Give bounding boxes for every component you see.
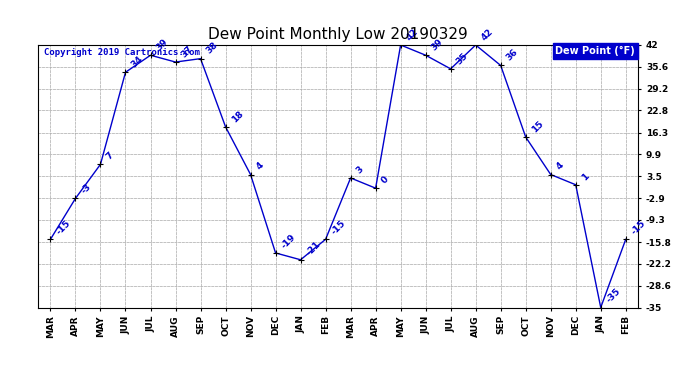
Text: 36: 36 xyxy=(505,48,520,63)
Text: 18: 18 xyxy=(230,109,245,124)
Text: 4: 4 xyxy=(555,161,566,172)
Text: -15: -15 xyxy=(330,219,348,237)
Text: 3: 3 xyxy=(355,164,366,175)
Text: 7: 7 xyxy=(105,151,115,162)
Text: 34: 34 xyxy=(130,54,145,69)
Title: Dew Point Monthly Low 20190329: Dew Point Monthly Low 20190329 xyxy=(208,27,468,42)
Text: -3: -3 xyxy=(79,182,93,196)
Text: Dew Point (°F): Dew Point (°F) xyxy=(555,46,635,56)
Text: 35: 35 xyxy=(455,51,470,66)
Text: -15: -15 xyxy=(55,219,72,237)
Text: 15: 15 xyxy=(530,119,545,134)
Text: 42: 42 xyxy=(480,27,495,42)
Text: 0: 0 xyxy=(380,175,391,185)
Text: 39: 39 xyxy=(430,37,445,52)
Text: 1: 1 xyxy=(580,171,591,182)
Text: 4: 4 xyxy=(255,161,266,172)
Text: 42: 42 xyxy=(405,27,420,42)
Text: 38: 38 xyxy=(205,40,220,56)
Text: 37: 37 xyxy=(179,44,195,59)
Text: Copyright 2019 Cartronics.com: Copyright 2019 Cartronics.com xyxy=(44,48,200,57)
Text: -35: -35 xyxy=(605,287,623,305)
Text: -19: -19 xyxy=(279,232,297,250)
Text: -21: -21 xyxy=(305,239,323,257)
Text: -15: -15 xyxy=(630,219,648,237)
Text: 39: 39 xyxy=(155,37,170,52)
